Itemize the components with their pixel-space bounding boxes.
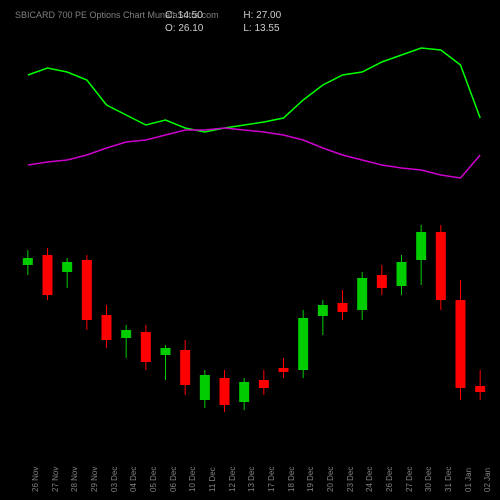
high-value: H: 27.00 bbox=[243, 10, 281, 21]
x-axis-label: 28 Nov bbox=[70, 467, 79, 492]
chart-container: SBICARD 700 PE Options Chart MunafaSutra… bbox=[0, 0, 500, 500]
x-axis-label: 03 Dec bbox=[110, 467, 119, 492]
ohlc-info: C: 14.50 O: 26.10 H: 27.00 L: 13.55 bbox=[165, 10, 281, 34]
x-axis-label: 30 Dec bbox=[424, 467, 433, 492]
open-value: O: 26.10 bbox=[165, 23, 203, 34]
x-axis-label: 05 Dec bbox=[149, 467, 158, 492]
x-axis-label: 27 Nov bbox=[51, 467, 60, 492]
x-axis-label: 02 Jan bbox=[483, 468, 492, 492]
x-axis-label: 26 Nov bbox=[31, 467, 40, 492]
close-value: C: 14.50 bbox=[165, 10, 203, 21]
x-axis-label: 23 Dec bbox=[346, 467, 355, 492]
chart-svg bbox=[0, 0, 500, 500]
x-axis-label: 19 Dec bbox=[306, 467, 315, 492]
x-axis-label: 04 Dec bbox=[129, 467, 138, 492]
x-axis-label: 29 Nov bbox=[90, 467, 99, 492]
x-axis-label: 27 Dec bbox=[405, 467, 414, 492]
x-axis-label: 18 Dec bbox=[287, 467, 296, 492]
x-axis-label: 24 Dec bbox=[365, 467, 374, 492]
x-axis-label: 31 Dec bbox=[444, 467, 453, 492]
x-axis-label: 12 Dec bbox=[228, 467, 237, 492]
low-value: L: 13.55 bbox=[243, 23, 281, 34]
x-axis-label: 01 Jan bbox=[464, 468, 473, 492]
x-axis-label: 26 Dec bbox=[385, 467, 394, 492]
x-axis-label: 10 Dec bbox=[188, 467, 197, 492]
x-axis-label: 11 Dec bbox=[208, 467, 217, 492]
x-axis-label: 17 Dec bbox=[267, 467, 276, 492]
x-axis-label: 20 Dec bbox=[326, 467, 335, 492]
x-axis-label: 06 Dec bbox=[169, 467, 178, 492]
x-axis-label: 13 Dec bbox=[247, 467, 256, 492]
